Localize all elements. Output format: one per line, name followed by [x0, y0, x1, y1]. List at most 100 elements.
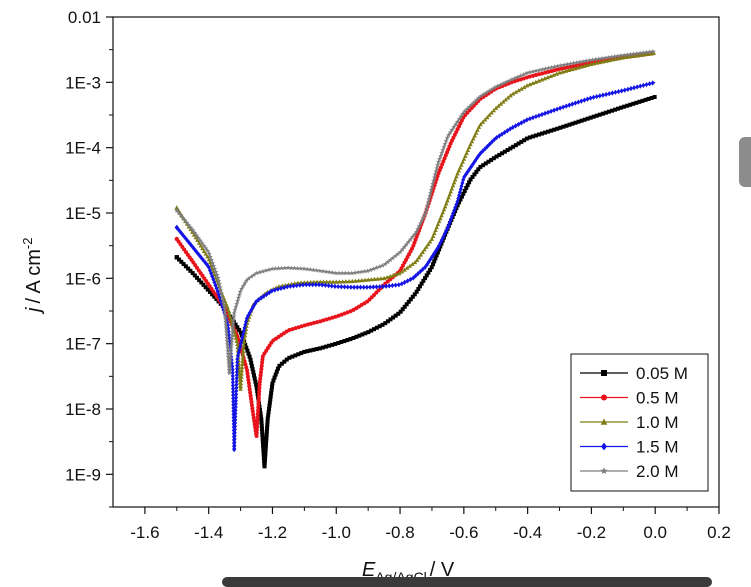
data-point	[365, 277, 371, 282]
data-point	[231, 392, 236, 398]
data-point	[497, 82, 503, 87]
data-point	[426, 196, 432, 202]
data-point	[515, 74, 521, 80]
data-point	[382, 261, 388, 267]
data-point	[412, 240, 417, 245]
data-point	[256, 405, 261, 410]
data-point	[227, 364, 233, 370]
data-point	[524, 117, 529, 123]
data-point	[196, 252, 201, 258]
data-point	[533, 79, 539, 84]
data-point	[262, 461, 267, 466]
data-point	[258, 411, 263, 416]
data-point	[329, 283, 334, 289]
data-point	[251, 272, 257, 277]
data-point	[361, 284, 366, 290]
data-point	[219, 294, 225, 299]
data-point	[255, 424, 260, 429]
data-point	[537, 72, 542, 77]
data-point	[287, 355, 292, 360]
data-point	[497, 152, 502, 157]
data-point	[188, 225, 194, 230]
data-point	[628, 85, 633, 92]
data-point	[234, 369, 239, 375]
data-point	[239, 368, 245, 373]
data-point	[574, 59, 580, 65]
data-point	[427, 239, 433, 244]
data-point	[269, 384, 274, 389]
data-point	[446, 132, 452, 138]
data-point	[521, 71, 527, 77]
data-point	[224, 332, 230, 337]
data-point	[613, 89, 618, 95]
data-point	[434, 165, 440, 171]
data-point	[233, 407, 238, 413]
data-point	[348, 337, 353, 342]
data-point	[355, 284, 360, 290]
data-point	[582, 117, 587, 122]
data-point	[465, 183, 470, 188]
data-point	[233, 414, 238, 420]
data-point	[269, 387, 274, 392]
data-point	[533, 133, 538, 138]
data-point	[420, 249, 425, 254]
data-point	[604, 91, 609, 98]
data-point	[225, 354, 231, 360]
data-point	[387, 257, 393, 263]
data-point	[200, 257, 205, 263]
data-point	[565, 65, 570, 70]
data-point	[508, 126, 513, 132]
data-point	[486, 159, 491, 164]
data-point	[362, 277, 368, 282]
data-point	[374, 284, 379, 290]
data-point	[650, 48, 656, 54]
data-point	[516, 88, 521, 93]
data-point	[232, 307, 238, 313]
data-point	[179, 259, 184, 264]
data-point	[358, 284, 363, 290]
data-point	[577, 59, 583, 65]
data-point	[625, 86, 630, 92]
data-point	[413, 229, 419, 235]
data-point	[227, 358, 233, 364]
data-point	[383, 321, 388, 326]
data-point	[487, 112, 492, 117]
data-point	[454, 174, 459, 179]
data-point	[392, 253, 398, 259]
data-point	[571, 60, 577, 66]
data-point	[564, 123, 569, 128]
data-point	[217, 284, 223, 290]
data-point	[236, 350, 241, 356]
data-point	[265, 419, 270, 424]
data-point	[546, 65, 551, 71]
data-point	[397, 249, 403, 255]
data-point	[478, 93, 484, 99]
data-point	[378, 276, 384, 281]
horizontal-scrollbar[interactable]	[222, 577, 712, 587]
data-point	[326, 269, 332, 275]
data-point	[230, 382, 235, 389]
data-point	[238, 384, 243, 389]
data-point	[336, 270, 342, 276]
data-point	[609, 54, 614, 60]
data-point	[539, 66, 545, 72]
data-point	[640, 50, 646, 55]
data-point	[314, 267, 320, 273]
data-point	[223, 322, 229, 328]
data-point	[266, 413, 271, 418]
data-point	[256, 398, 261, 403]
data-point	[604, 58, 609, 63]
data-point	[561, 66, 566, 71]
data-point	[234, 378, 239, 385]
data-point	[339, 312, 344, 317]
data-point	[371, 284, 376, 290]
data-point	[203, 251, 208, 256]
data-point	[453, 121, 459, 127]
data-point	[438, 215, 443, 221]
data-point	[256, 395, 261, 400]
data-point	[242, 336, 247, 341]
x-tick-label: 0.2	[707, 523, 731, 542]
data-point	[536, 132, 541, 137]
data-point	[264, 435, 269, 440]
side-panel-tab[interactable]	[739, 137, 751, 187]
